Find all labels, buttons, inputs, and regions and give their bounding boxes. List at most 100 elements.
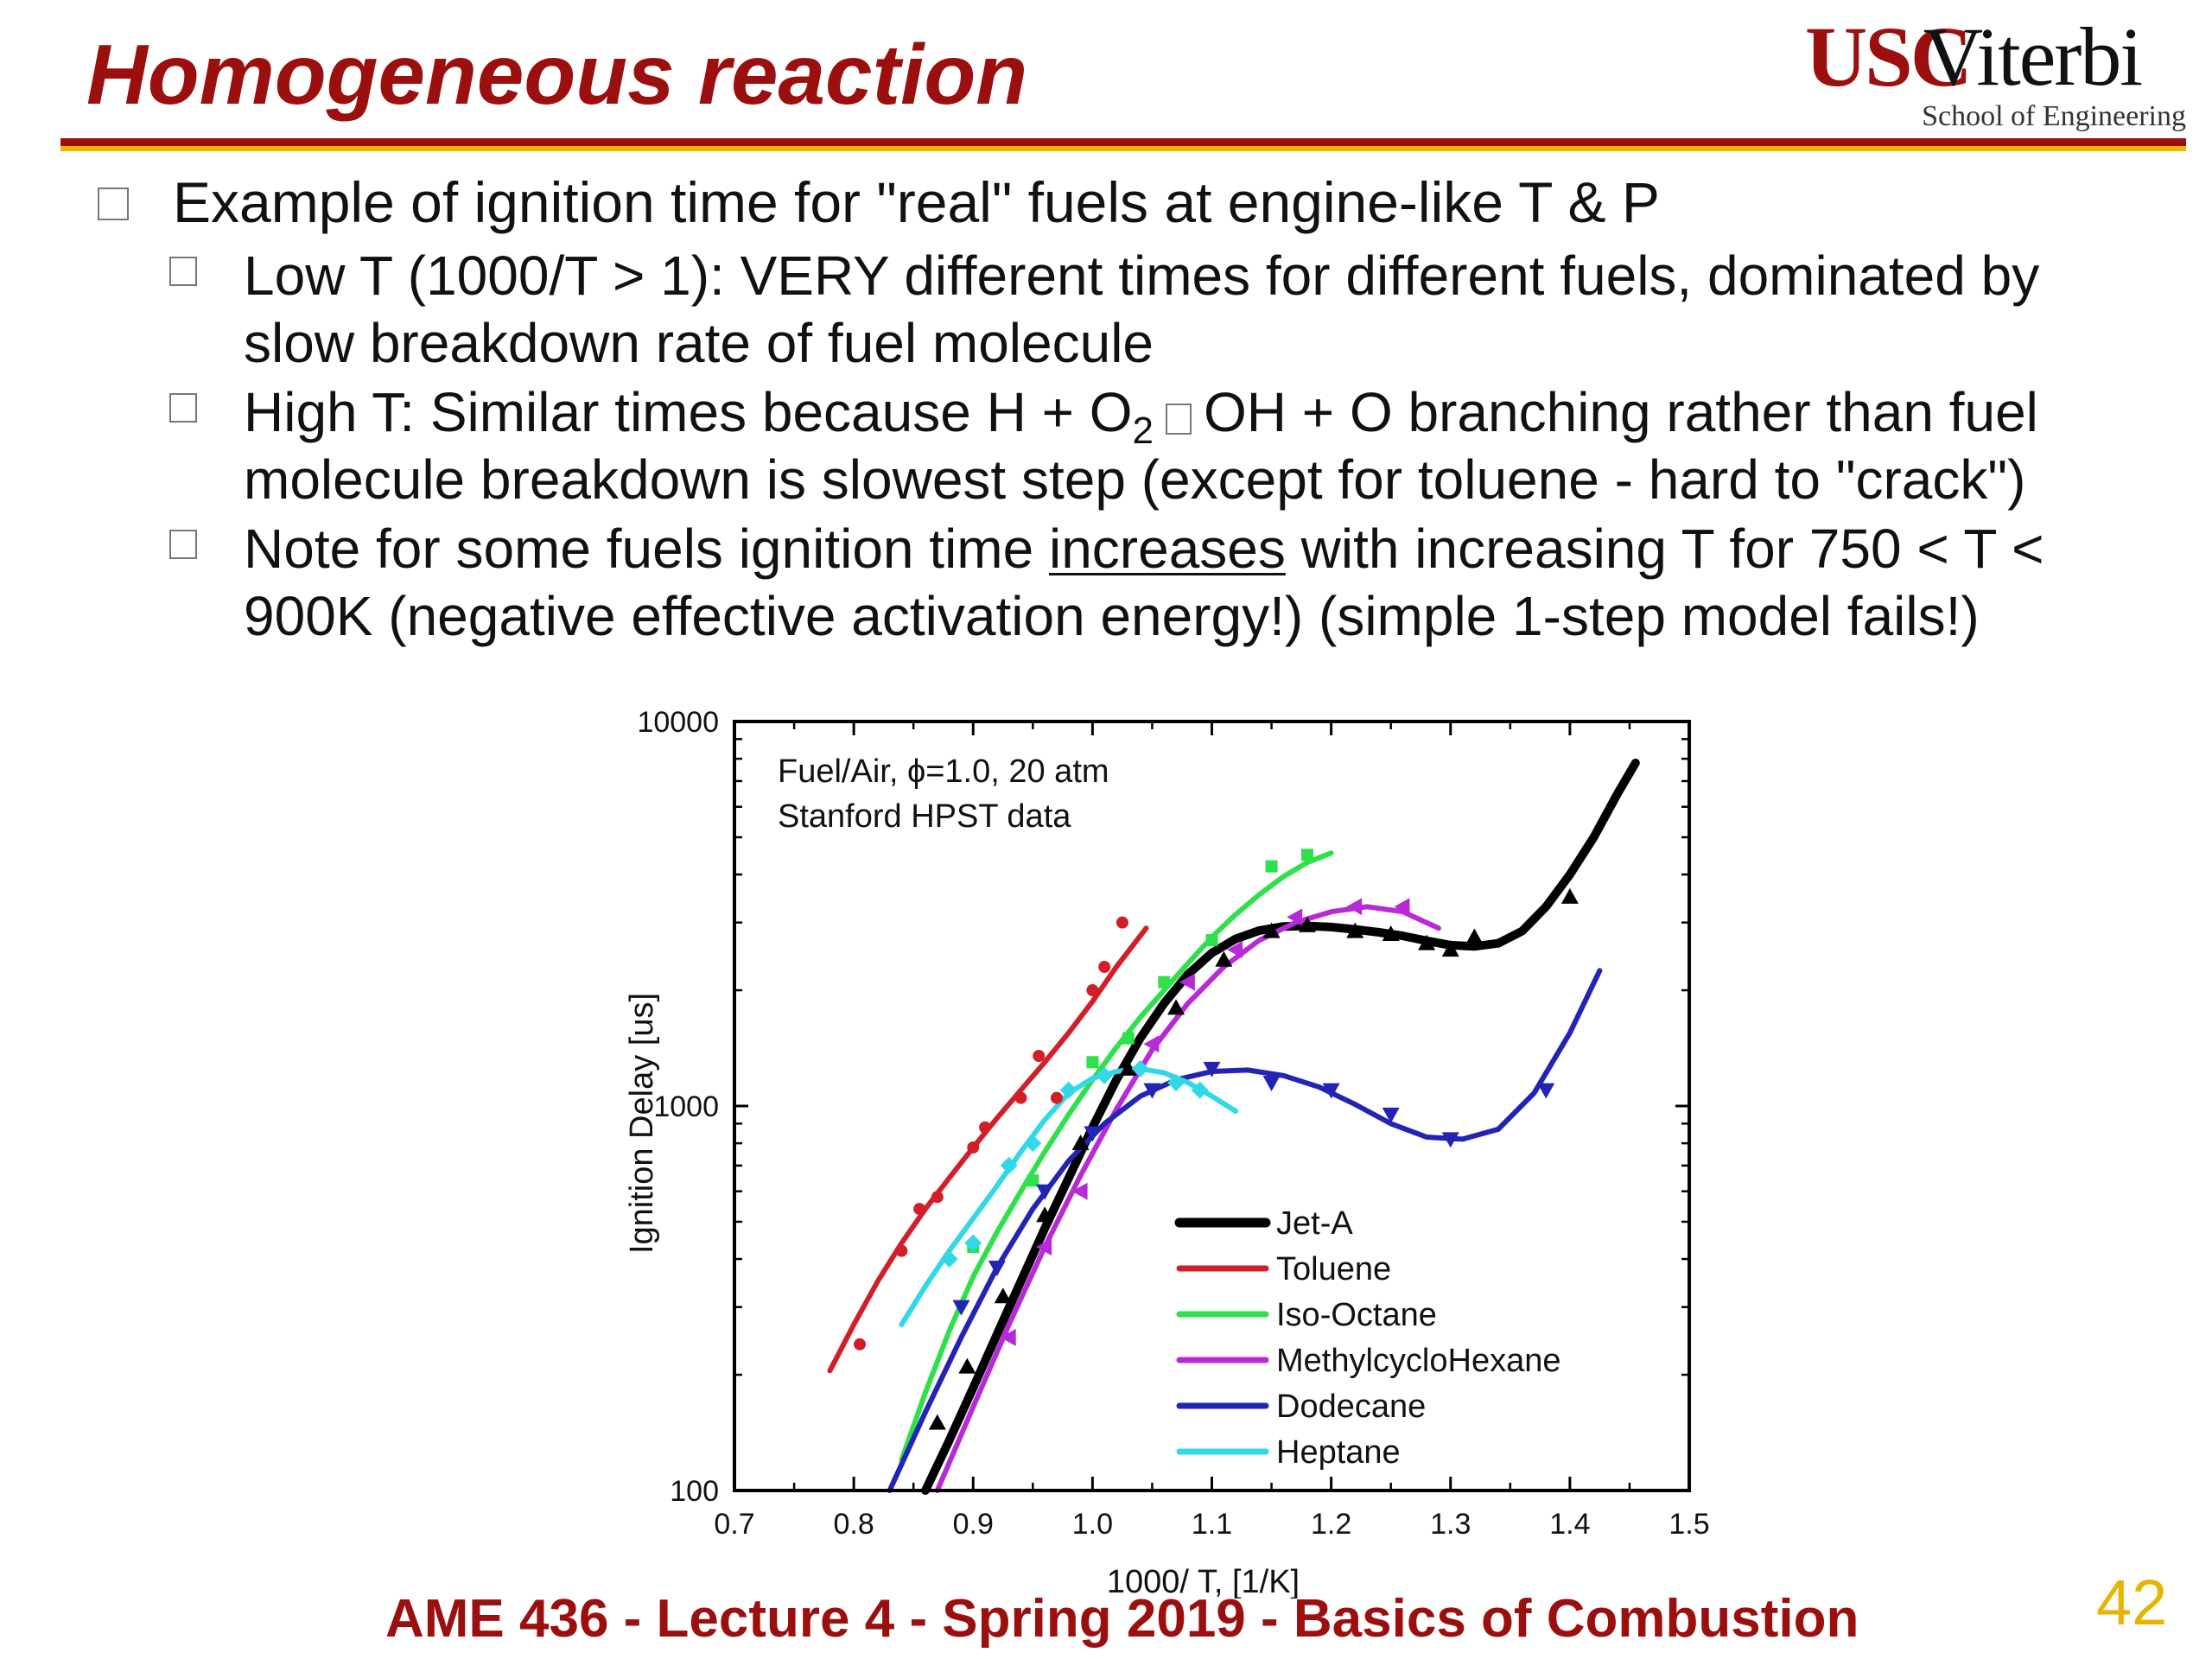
sub-bullet-1-line-1: Low T (1000/T > 1): VERY different times… (244, 245, 2040, 307)
y-axis-label: Ignition Delay [us] (624, 993, 660, 1254)
data-point-toluene (1086, 984, 1099, 997)
chart-annotation-line-1: Fuel/Air, ϕ=1.0, 20 atm (778, 753, 1109, 790)
data-point-methylcyclohexane (1227, 941, 1243, 959)
data-point-jet-a (994, 1287, 1012, 1304)
x-tick-label: 1.0 (1072, 1508, 1113, 1541)
series-line-dodecane (887, 968, 1603, 1493)
data-point-toluene (1050, 1091, 1063, 1104)
data-point-jet-a (1465, 928, 1484, 944)
sub-bullet-box-icon (169, 530, 197, 559)
x-tick-label: 0.8 (833, 1508, 874, 1541)
data-point-methylcyclohexane (1394, 898, 1410, 916)
legend-label-methylcyclohexane: MethylcycloHexane (1276, 1343, 1560, 1379)
data-point-dodecane (1203, 1061, 1221, 1077)
data-point-jet-a (1560, 887, 1579, 904)
subscript-2: 2 (1132, 410, 1154, 452)
data-point-jet-a (1167, 999, 1185, 1015)
x-axis-label: 1000/ T, [1/K] (1107, 1564, 1300, 1599)
arrow-placeholder-icon (1166, 404, 1192, 435)
y-tick-label: 10000 (637, 706, 719, 739)
data-point-dodecane (1036, 1184, 1054, 1200)
header-rule-red (60, 138, 2186, 146)
data-point-methylcyclohexane (1287, 908, 1303, 926)
header-rule-gold (60, 146, 2186, 151)
sub-bullet-2-text-b: OH + O branching rather than fuel (1204, 381, 2038, 443)
x-tick-label: 1.3 (1430, 1508, 1471, 1541)
data-point-heptane (1096, 1066, 1114, 1084)
data-point-toluene (967, 1141, 980, 1154)
bullet-box-icon (98, 188, 129, 220)
data-point-toluene (1116, 916, 1128, 929)
series-line-jet-a (921, 759, 1640, 1495)
data-point-jet-a (1382, 925, 1400, 942)
data-point-toluene (1033, 1050, 1046, 1063)
sub-bullet-3-underlined: increases (1048, 518, 1286, 580)
data-point-toluene (895, 1244, 908, 1257)
data-point-toluene (913, 1203, 926, 1216)
chart-legend: Jet-A Toluene Iso-Octane MethylcycloHexane D… (1174, 1205, 1560, 1471)
slide-title: Homogeneous reaction (86, 27, 1028, 122)
sub-bullet-box-icon (169, 257, 197, 286)
series-line-toluene (827, 925, 1149, 1374)
data-point-jet-a (1346, 922, 1364, 938)
data-point-methylcyclohexane (1000, 1328, 1016, 1346)
data-point-jet-a (1262, 922, 1281, 938)
data-point-toluene (979, 1121, 992, 1134)
data-point-jet-a (1119, 1059, 1137, 1076)
legend-label-toluene: Toluene (1276, 1251, 1391, 1287)
data-point-toluene (1014, 1091, 1027, 1104)
data-point-iso-octane (1205, 934, 1218, 947)
x-tick-label: 1.5 (1669, 1508, 1709, 1541)
y-tick-label: 100 (670, 1475, 719, 1508)
data-point-dodecane (1537, 1083, 1555, 1099)
series-line-iso-octane (899, 850, 1334, 1463)
bullet-main: Example of ignition time for "real" fuel… (173, 170, 1660, 234)
usc-viterbi-logo: USC Viterbi School of Engineering (1737, 7, 2186, 137)
data-point-jet-a (1071, 1135, 1090, 1151)
data-point-jet-a (1418, 934, 1436, 950)
data-point-heptane (1191, 1081, 1209, 1099)
sub-bullet-3-text-a: Note for some fuels ignition time (244, 518, 1049, 580)
data-point-methylcyclohexane (1179, 973, 1195, 991)
x-tick-label: 0.7 (714, 1508, 754, 1541)
x-tick-label: 1.1 (1192, 1508, 1232, 1541)
logo-usc: USC (1804, 9, 1973, 105)
x-tick-label: 1.2 (1311, 1508, 1351, 1541)
legend-label-jet-a: Jet-A (1276, 1205, 1353, 1242)
data-point-heptane (1167, 1073, 1185, 1091)
sub-bullet-box-icon (169, 393, 197, 423)
page-number: 42 (2096, 1567, 2168, 1638)
data-point-toluene (931, 1191, 944, 1204)
data-point-dodecane (1322, 1083, 1340, 1099)
data-point-dodecane (1143, 1083, 1161, 1099)
sub-bullet-3-text-b: with increasing T for 750 < T < (1285, 518, 2044, 580)
data-point-dodecane (988, 1260, 1006, 1276)
data-point-iso-octane (1122, 1032, 1135, 1045)
data-point-iso-octane (1158, 976, 1171, 988)
data-point-heptane (964, 1234, 982, 1252)
data-point-heptane (1000, 1156, 1018, 1174)
sub-bullet-2-text-a: High T: Similar times because H + O (244, 381, 1133, 443)
data-point-jet-a (1215, 950, 1233, 967)
legend-label-iso-octane: Iso-Octane (1276, 1297, 1437, 1333)
data-point-iso-octane (1086, 1056, 1099, 1069)
data-point-heptane (1131, 1059, 1149, 1077)
data-point-jet-a (958, 1357, 976, 1374)
data-point-dodecane (1441, 1132, 1459, 1148)
data-point-jet-a (1036, 1206, 1054, 1223)
data-point-dodecane (952, 1300, 970, 1316)
data-point-toluene (854, 1338, 867, 1351)
sub-bullet-1-line-2: slow breakdown rate of fuel molecule (244, 312, 1154, 374)
data-point-methylcyclohexane (1346, 898, 1363, 916)
data-point-iso-octane (1265, 860, 1278, 873)
data-point-jet-a (928, 1414, 946, 1430)
sub-bullet-2-line-2: molecule breakdown is slowest step (exce… (244, 448, 2026, 511)
data-point-iso-octane (1301, 849, 1313, 861)
data-point-dodecane (1382, 1107, 1400, 1123)
data-point-dodecane (1262, 1075, 1281, 1091)
sub-bullet-3-line-2: 900K (negative effective activation ener… (244, 585, 1980, 647)
data-point-jet-a (1299, 916, 1316, 932)
sub-bullet-2-line-1: High T: Similar times because H + O2 OH +… (244, 378, 2127, 450)
data-point-methylcyclohexane (1071, 1182, 1088, 1200)
legend-label-heptane: Heptane (1276, 1434, 1401, 1471)
